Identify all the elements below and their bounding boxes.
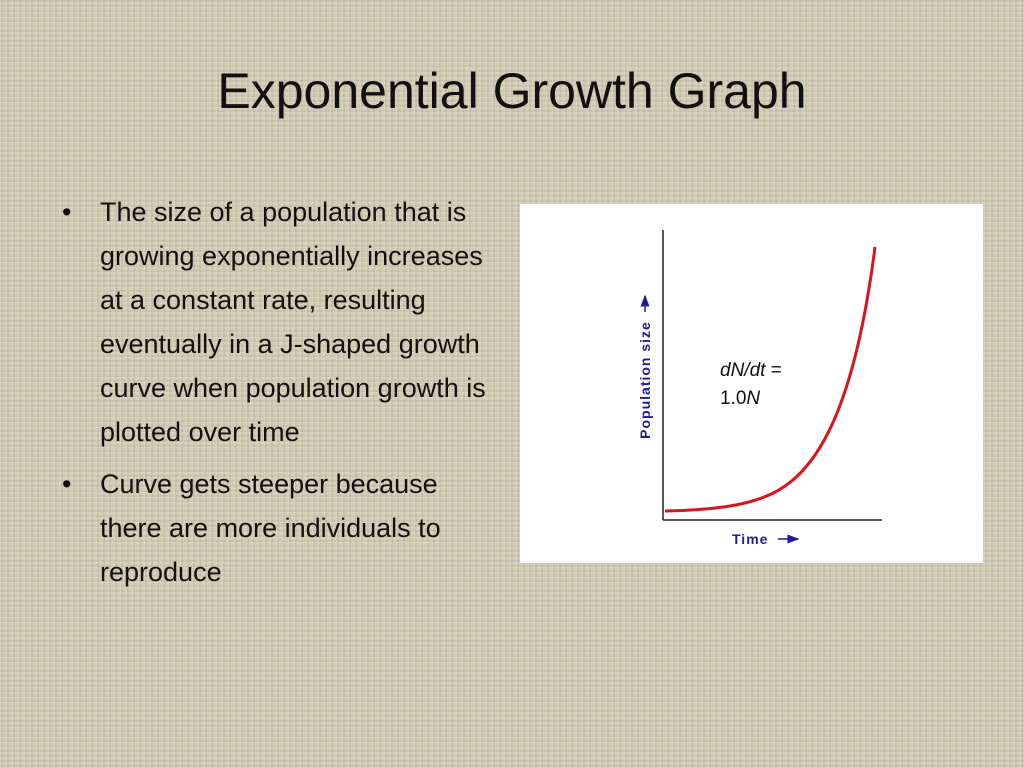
- growth-figure: Population size Time dN/dt = 1.0N: [520, 204, 983, 563]
- figure-background: [520, 204, 983, 563]
- growth-curve: [664, 246, 877, 513]
- equation-var: N: [746, 388, 760, 409]
- equation-rate: 1.0: [720, 388, 746, 409]
- bullet: The size of a population that is growing…: [62, 190, 494, 454]
- slide-title: Exponential Growth Graph: [217, 63, 807, 119]
- equation: dN/dt = 1.0N: [720, 360, 787, 409]
- bullet: Curve gets steeper because there are mor…: [62, 462, 494, 594]
- equation-lhs: dN/dt: [720, 360, 766, 381]
- equation-op: =: [771, 360, 782, 381]
- bullet-list: The size of a population that is growing…: [62, 190, 494, 602]
- x-axis-label: Time: [732, 531, 768, 547]
- y-axis-label: Population size: [637, 321, 653, 439]
